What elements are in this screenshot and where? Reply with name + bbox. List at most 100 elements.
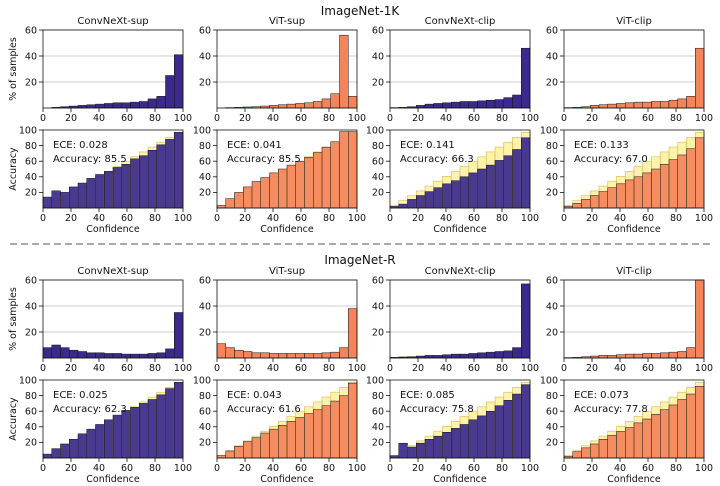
x-tick-label: 0 <box>387 213 393 224</box>
accuracy-bar <box>286 421 296 459</box>
panel-title: ViT-sup <box>269 266 305 277</box>
y-tick-label: 40 <box>546 422 558 433</box>
x-tick-label: 20 <box>65 363 77 374</box>
x-axis-label: Confidence <box>607 224 661 235</box>
accuracy-bar <box>633 422 643 459</box>
accuracy-bar <box>616 431 626 459</box>
y-tick-label: 80 <box>546 141 558 152</box>
accuracy-bar <box>677 399 687 459</box>
x-tick-label: 20 <box>239 213 251 224</box>
x-tick-label: 80 <box>323 113 335 124</box>
histogram-bar <box>278 353 288 359</box>
histogram-bar <box>165 75 175 109</box>
histogram-bar <box>512 347 522 359</box>
y-tick-label: 20 <box>25 438 37 449</box>
accuracy-bar <box>278 168 288 209</box>
accuracy-bar <box>51 190 61 209</box>
y-tick-label: 100 <box>193 375 211 386</box>
histogram-bar <box>121 102 131 109</box>
x-tick-label: 80 <box>670 463 682 474</box>
y-tick-label: 60 <box>372 25 384 36</box>
accuracy-bar <box>156 394 166 459</box>
y-tick-label: 80 <box>25 391 37 402</box>
accuracy-bar <box>95 424 105 459</box>
x-tick-label: 80 <box>670 363 682 374</box>
x-axis-label: Confidence <box>260 224 314 235</box>
histogram-bar <box>121 353 131 359</box>
panel-title: ConvNeXt-sup <box>77 16 148 27</box>
accuracy-bar <box>686 148 696 209</box>
x-tick-label: 40 <box>440 213 452 224</box>
x-tick-label: 0 <box>40 463 46 474</box>
y-tick-label: 40 <box>546 301 558 312</box>
y-tick-label: 80 <box>199 391 211 402</box>
y-axis-label: % of samples <box>8 287 19 351</box>
y-tick-label: 20 <box>25 188 37 199</box>
x-tick-label: 0 <box>387 113 393 124</box>
y-tick-label: 60 <box>546 407 558 418</box>
histogram-bar <box>130 353 140 359</box>
x-tick-label: 100 <box>521 213 539 224</box>
x-tick-label: 60 <box>295 363 307 374</box>
histogram-bar <box>695 47 705 109</box>
accuracy-bar <box>313 409 323 459</box>
histogram-bar <box>651 101 661 109</box>
histogram-bar <box>442 102 452 109</box>
y-tick-label: 60 <box>546 25 558 36</box>
accuracy-bar <box>348 131 358 209</box>
accuracy-bar <box>598 191 608 209</box>
accuracy-bar <box>486 410 496 459</box>
panel-title: ViT-clip <box>616 266 652 277</box>
accuracy-bar <box>69 439 79 459</box>
x-tick-label: 60 <box>468 113 480 124</box>
y-tick-label: 80 <box>372 391 384 402</box>
y-tick-label: 20 <box>199 77 211 88</box>
y-tick-label: 40 <box>199 301 211 312</box>
plot-frame <box>389 279 531 359</box>
histogram-bar <box>598 104 608 109</box>
histogram-bar <box>330 93 340 109</box>
histogram-bar <box>86 104 96 109</box>
accuracy-bar <box>243 186 253 209</box>
accuracy-bar <box>295 417 305 459</box>
plot-frame <box>563 379 705 459</box>
x-tick-label: 40 <box>614 213 626 224</box>
x-tick-label: 80 <box>323 213 335 224</box>
histogram-bar <box>104 103 114 109</box>
accuracy-bar <box>147 399 157 459</box>
accuracy-annotation: Accuracy: 62.3 <box>53 404 127 415</box>
plot-frame <box>389 379 531 459</box>
histogram-bar <box>69 349 79 359</box>
histogram-bar <box>642 353 652 359</box>
accuracy-bar <box>424 191 434 209</box>
accuracy-bar <box>339 131 349 209</box>
x-tick-label: 60 <box>121 213 133 224</box>
histogram-bar <box>616 354 626 359</box>
panel-1-2: ConvNeXt-clip 20 40 60 0 20 40 60 80 100 20 40 60 80 1… <box>366 266 539 485</box>
y-tick-label: 20 <box>372 188 384 199</box>
histogram-bar <box>139 101 149 109</box>
histogram-bar <box>60 347 70 359</box>
y-tick-label: 60 <box>199 407 211 418</box>
histogram-bar <box>304 102 314 109</box>
accuracy-bar <box>451 180 461 209</box>
x-tick-label: 80 <box>149 463 161 474</box>
histogram-bar <box>642 101 652 109</box>
accuracy-bar <box>234 446 244 459</box>
accuracy-bar <box>590 443 600 459</box>
accuracy-bar <box>407 199 417 209</box>
x-tick-label: 60 <box>468 363 480 374</box>
x-tick-label: 0 <box>40 213 46 224</box>
x-tick-label: 40 <box>267 113 279 124</box>
accuracy-bar <box>139 403 149 459</box>
accuracy-bar <box>607 435 617 459</box>
accuracy-annotation: Accuracy: 85.5 <box>227 154 301 165</box>
accuracy-bar <box>503 400 513 459</box>
histogram-bar <box>139 353 149 359</box>
histogram-bar <box>442 354 452 359</box>
x-tick-label: 40 <box>440 463 452 474</box>
x-tick-label: 0 <box>214 463 220 474</box>
histogram-bar <box>494 99 504 109</box>
panel-0-2: ConvNeXt-clip 20 40 60 0 20 40 60 80 100 20 40 60 80 1… <box>366 16 539 235</box>
